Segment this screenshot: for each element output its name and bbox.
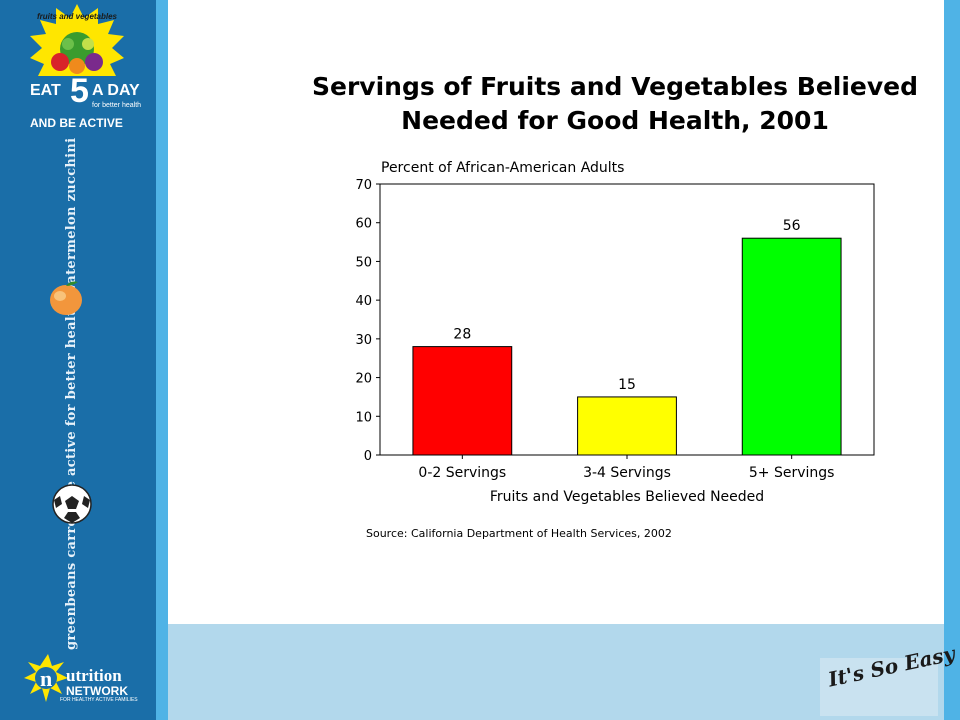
y-tick-label: 50 [355, 255, 372, 270]
peach-icon [50, 281, 82, 315]
bar-5-servings [741, 237, 842, 456]
logo-a-day: A DAY [92, 82, 140, 99]
sidebar-vertical-words: greenbeans carrots be active for better … [64, 137, 79, 650]
y-tick-label: 30 [355, 333, 372, 348]
logo-for-better-health: for better health [92, 102, 142, 109]
y-tick-label: 20 [355, 372, 372, 387]
logo-eat: EAT [30, 82, 61, 99]
bottom-band [168, 624, 944, 720]
chart-title: Servings of Fruits and Vegetables Believ… [300, 70, 930, 138]
logo-and-be-active: AND BE ACTIVE [30, 116, 123, 130]
logo-banner-text: fruits and vegetables [37, 12, 118, 21]
source-note: Source: California Department of Health … [366, 527, 672, 540]
bar-chart: 0 10 20 30 40 50 60 70 28 0-2 Servings 15 3-4 Servi… [355, 178, 875, 481]
eat-five-a-day-logo: fruits and vegetables [30, 4, 124, 76]
sidebar [0, 0, 156, 720]
bar-data-label: 28 [453, 327, 471, 343]
y-tick-label: 10 [355, 410, 372, 425]
bar-3-4-servings [577, 396, 677, 456]
network-text: NETWORK [66, 684, 128, 698]
y-tick-label: 60 [355, 217, 372, 232]
bar-data-label: 56 [783, 218, 801, 234]
y-tick-label: 40 [355, 294, 372, 309]
x-tick-label: 5+ Servings [749, 465, 835, 481]
sidebar-stripe [156, 0, 168, 720]
x-axis-label: Fruits and Vegetables Believed Needed [489, 489, 765, 505]
y-tick-label: 70 [355, 178, 372, 193]
chart-title-line-2: Needed for Good Health, 2001 [401, 106, 829, 135]
its-so-easy-logo [820, 658, 938, 716]
x-tick-label: 3-4 Servings [583, 465, 671, 481]
bar-data-label: 15 [618, 377, 636, 393]
nutrition-network-logo: n [24, 654, 68, 702]
bar-0-2-servings [412, 346, 513, 456]
right-stripe [944, 0, 960, 720]
y-tick-label: 0 [364, 449, 372, 464]
vegetables-icon [51, 32, 103, 74]
logo-five: 5 [70, 72, 89, 110]
soccer-ball-icon [52, 484, 92, 524]
y-axis-label: Percent of African-American Adults [381, 160, 625, 176]
svg-text:n: n [40, 666, 52, 691]
x-tick-label: 0-2 Servings [418, 465, 506, 481]
nutrition-text: utrition [66, 666, 122, 685]
network-tagline: FOR HEALTHY ACTIVE FAMILIES [60, 697, 138, 703]
bottom-band-corner [944, 624, 960, 720]
chart-title-line-1: Servings of Fruits and Vegetables Believ… [311, 72, 919, 101]
